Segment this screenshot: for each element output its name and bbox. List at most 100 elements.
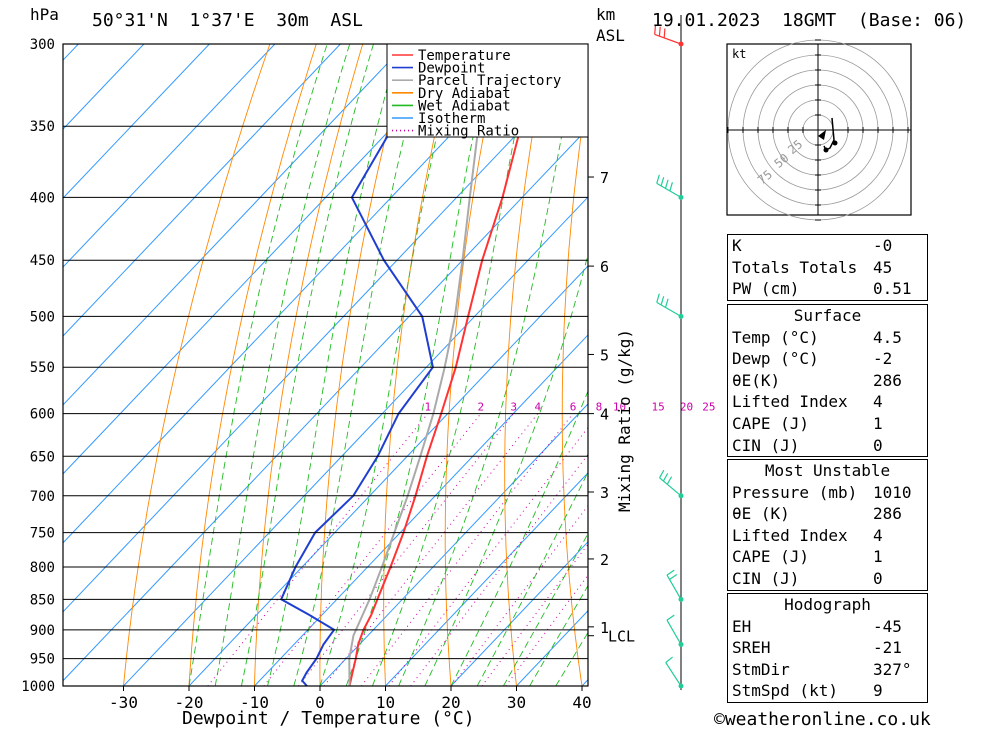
pressure-tick-label: 950 [30,652,55,668]
wind-barb-flag [660,296,665,306]
index-row-k: K -0 [728,235,927,257]
legend-label: Temperature [418,48,511,64]
isotherm-line [63,44,276,268]
datetime-title: 19.01.2023 18GMT (Base: 06) [652,10,967,31]
indices-panel: K -0 Totals Totals 45 PW (cm) 0.51 [727,234,928,301]
hodograph-point [832,140,838,146]
surface-label: Temp (°C) [732,327,819,347]
pressure-tick-label: 850 [30,592,55,608]
mu-row: Lifted Index 4 [728,525,927,547]
isotherm-line [123,196,588,686]
temp-tick-label: -20 [175,693,204,712]
wind-barb-staff [666,619,682,645]
location-title: 50°31'N 1°37'E 30m ASL [92,10,363,31]
plot-frame [62,43,589,687]
mu-value: 4 [873,525,883,545]
mu-label: Pressure (mb) [732,482,858,502]
legend-label: Isotherm [418,111,485,127]
surface-panel: Surface Temp (°C) 4.5 Dewp (°C) -2 θE(K) 28… [727,304,928,458]
dry-adiabat-line [319,44,410,686]
legend-label: Parcel Trajectory [418,73,561,89]
hodo-row: SREH -21 [728,637,927,659]
index-label: Totals Totals [732,257,858,277]
surface-value: 1 [873,413,883,433]
index-row-totals: Totals Totals 45 [728,257,927,279]
most-unstable-panel: Most Unstable Pressure (mb) 1010 θE (K) 28… [727,459,928,591]
wind-barb-flag [666,569,675,576]
hodo-value: -45 [873,616,902,636]
asl-unit-label: ASL [596,26,625,45]
x-axis-label: Dewpoint / Temperature (°C) [182,708,475,729]
pressure-tick-label: 500 [30,309,55,325]
wind-barb-flag [659,469,665,479]
wet-adiabat-line [424,252,588,686]
index-value: -0 [873,236,893,255]
isotherm-line [63,44,341,337]
hodo-value: 9 [873,681,883,701]
wind-barb-flag [654,24,657,35]
pressure-tick-label: 450 [30,253,55,269]
temp-tick-label: 0 [315,693,325,712]
pressure-tick-label: 900 [30,623,55,639]
pressure-tick-label: 350 [30,119,55,135]
surface-value: 4 [873,392,883,412]
isotherm-line [254,334,588,686]
legend-box [386,43,589,138]
wind-barb-staff [666,574,682,600]
isotherm-line [63,44,145,130]
mu-row: CIN (J) 0 [728,568,927,590]
temp-tick-label: 40 [572,693,591,712]
index-label: K [732,236,742,255]
mixing-ratio-line [505,574,588,686]
mu-value: 1 [873,547,883,567]
legend-label: Mixing Ratio [418,124,519,140]
hodograph-point [823,147,829,153]
km-tick-label: 2 [600,551,609,569]
wind-barb-flag [664,298,669,308]
profile-line [348,44,548,686]
surface-row: Lifted Index 4 [728,391,927,413]
wind-barb-flag [660,177,665,187]
mu-label: CAPE (J) [732,547,810,567]
mixing-ratio-tick-label: 3 [510,401,517,414]
wind-barb-staff [656,182,682,198]
surface-value: -2 [873,349,893,369]
profile-line [348,44,493,686]
hodograph-table-title: Hodograph [784,595,871,614]
pressure-tick-label: 600 [30,407,55,423]
mu-label: CIN (J) [732,568,800,588]
wet-adiabat-line [214,44,351,686]
mixing-ratio-tick-label: 20 [680,401,693,414]
index-row-pw: PW (cm) 0.51 [728,278,927,300]
surface-row: Dewp (°C) -2 [728,348,927,370]
index-label: PW (cm) [732,279,800,299]
dry-adiabat-line [966,44,1000,686]
isotherm-line [319,403,588,686]
wet-adiabat-line [319,44,459,686]
temp-tick-label: -10 [240,693,269,712]
dry-adiabat-line [672,44,713,686]
isotherm-line [63,58,588,613]
legend-label: Wet Adiabat [418,98,511,114]
mixing-ratio-tick-label: 6 [570,401,577,414]
mixing-ratio-tick-label: 15 [652,401,665,414]
mu-label: θE (K) [732,504,790,524]
surface-label: θE(K) [732,370,781,390]
wet-adiabat-line [450,389,588,686]
hodo-row: StmDir 327° [728,659,927,681]
isotherm-line [63,44,472,475]
profile-line [279,44,460,686]
surface-title: Surface [793,306,862,325]
km-tick-label: 7 [600,169,609,187]
mixing-ratio-line [481,543,588,686]
pressure-tick-label: 800 [30,560,55,576]
mixing-ratio-tick-label: 2 [477,401,484,414]
pressure-tick-label: 550 [30,360,55,376]
wind-barb-staff [654,33,682,45]
mixing-ratio-tick-label: 8 [596,401,603,414]
most-unstable-title: Most Unstable [764,461,891,480]
hodo-label: SREH [732,638,771,658]
mixing-ratio-axis-label: Mixing Ratio (g/kg) [615,328,634,512]
km-tick-label: 1 [600,619,609,637]
